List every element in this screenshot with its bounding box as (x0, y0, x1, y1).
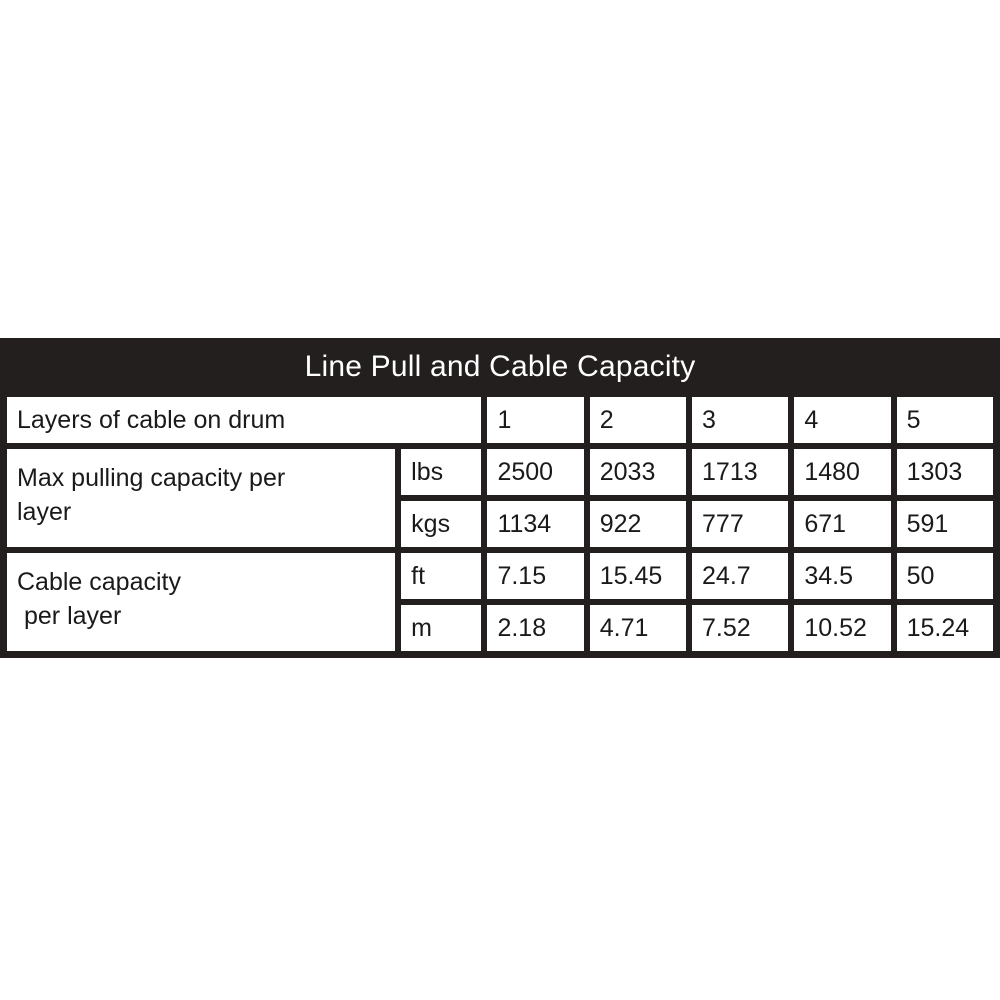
table-row-max-pull-lbs: Max pulling capacity per layer lbs 2500 … (4, 446, 996, 550)
cell-cable-m-1: 2.18 (484, 602, 587, 654)
cell-max-pull-lbs-3: 1713 (689, 446, 792, 498)
cell-max-pull-kgs-3: 777 (689, 498, 792, 550)
cell-max-pull-lbs-4: 1480 (791, 446, 894, 498)
line-pull-capacity-table: Layers of cable on drum 1 2 3 4 5 Max pu… (4, 394, 996, 654)
row-label-line-1: Max pulling capacity per (17, 464, 286, 492)
row-header-layers-label: Layers of cable on drum (4, 394, 485, 446)
layer-header-2: 2 (586, 394, 690, 446)
table-row-max-pull-kgs: kgs 1134 922 777 671 591 (4, 498, 996, 550)
cell-cable-ft-2: 15.45 (586, 550, 690, 602)
layer-header-1: 1 (484, 394, 587, 446)
cell-cable-ft-3: 24.7 (689, 550, 792, 602)
cell-max-pull-lbs-5: 1303 (893, 446, 996, 498)
cell-cable-ft-5: 50 (893, 550, 996, 602)
table-row-layers: Layers of cable on drum 1 2 3 4 5 (4, 394, 996, 446)
cell-max-pull-lbs-1: 2500 (484, 446, 587, 498)
cell-cable-ft-1: 7.15 (484, 550, 587, 602)
cell-max-pull-kgs-1: 1134 (484, 498, 587, 550)
unit-cell-lbs: lbs (398, 446, 485, 498)
page-title: Line Pull and Cable Capacity (304, 350, 696, 383)
table-row-cable-capacity-m: m 2.18 4.71 7.52 10.52 15.24 (4, 602, 996, 654)
layer-header-3: 3 (689, 394, 792, 446)
row-label-line-2: per layer (24, 602, 122, 630)
row-label-line-1: Cable capacity (17, 568, 181, 596)
unit-cell-kgs: kgs (398, 498, 485, 550)
cell-cable-ft-4: 34.5 (791, 550, 894, 602)
table-row-cable-capacity-ft: Cable capacity per layer ft 7.15 15.45 2… (4, 550, 996, 654)
unit-cell-m: m (398, 602, 485, 654)
cell-max-pull-kgs-2: 922 (586, 498, 690, 550)
cell-max-pull-lbs-2: 2033 (586, 446, 690, 498)
layer-header-4: 4 (791, 394, 894, 446)
row-label-cable-capacity: Cable capacity per layer (4, 550, 399, 654)
layer-header-5: 5 (893, 394, 996, 446)
cell-max-pull-kgs-4: 671 (791, 498, 894, 550)
cell-cable-m-5: 15.24 (893, 602, 996, 654)
unit-cell-ft: ft (398, 550, 485, 602)
cell-cable-m-2: 4.71 (586, 602, 690, 654)
cell-cable-m-4: 10.52 (791, 602, 894, 654)
cell-max-pull-kgs-5: 591 (893, 498, 996, 550)
cell-cable-m-3: 7.52 (689, 602, 792, 654)
row-label-max-pulling-capacity: Max pulling capacity per layer (4, 446, 399, 550)
row-label-line-2: layer (17, 498, 72, 526)
spec-panel: Line Pull and Cable Capacity Layers of c… (0, 338, 1000, 658)
